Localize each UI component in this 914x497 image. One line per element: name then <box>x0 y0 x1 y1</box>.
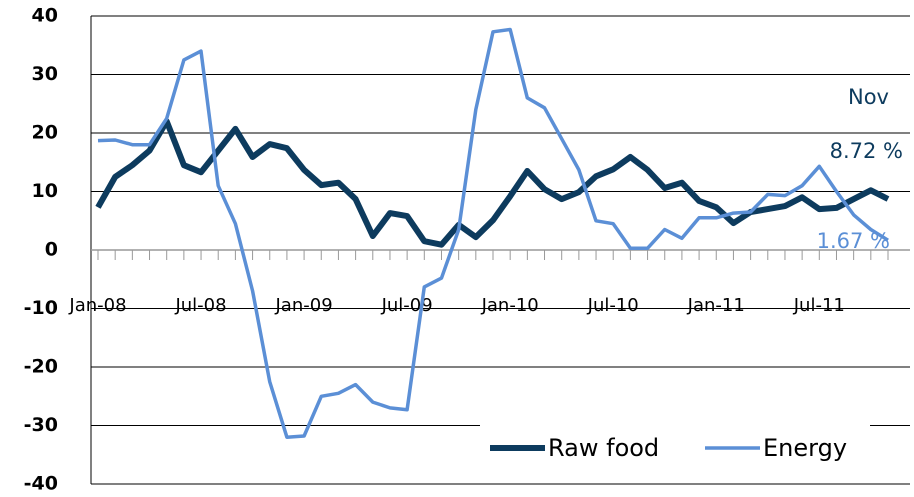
series-line <box>97 27 889 439</box>
data-label: 8.72 % <box>830 139 903 163</box>
annotation: Nov <box>848 85 889 109</box>
x-tick-label: Jan-11 <box>687 295 745 316</box>
x-tick-label: Jul-10 <box>587 295 639 316</box>
legend-label: Raw food <box>548 434 659 462</box>
y-tick-label: 40 <box>32 5 58 27</box>
series-line <box>95 118 890 248</box>
x-tick-label: Jan-10 <box>481 295 539 316</box>
legend-label: Energy <box>763 434 847 462</box>
y-tick-label: 20 <box>32 122 58 144</box>
x-tick-label: Jul-11 <box>793 295 845 316</box>
x-tick-label: Jul-09 <box>381 295 433 316</box>
x-tick-label: Jul-08 <box>174 295 226 316</box>
y-tick-label: -30 <box>24 414 58 436</box>
y-tick-label: 10 <box>32 180 58 202</box>
x-tick-label: Jan-08 <box>68 295 126 316</box>
y-tick-label: -20 <box>24 356 58 378</box>
y-tick-label: 30 <box>32 63 58 85</box>
y-tick-label: -10 <box>24 297 58 319</box>
y-tick-label: 0 <box>45 239 58 261</box>
data-label: 1.67 % <box>817 229 890 253</box>
y-tick-label: -40 <box>24 473 58 495</box>
x-tick-label: Jan-09 <box>275 295 333 316</box>
